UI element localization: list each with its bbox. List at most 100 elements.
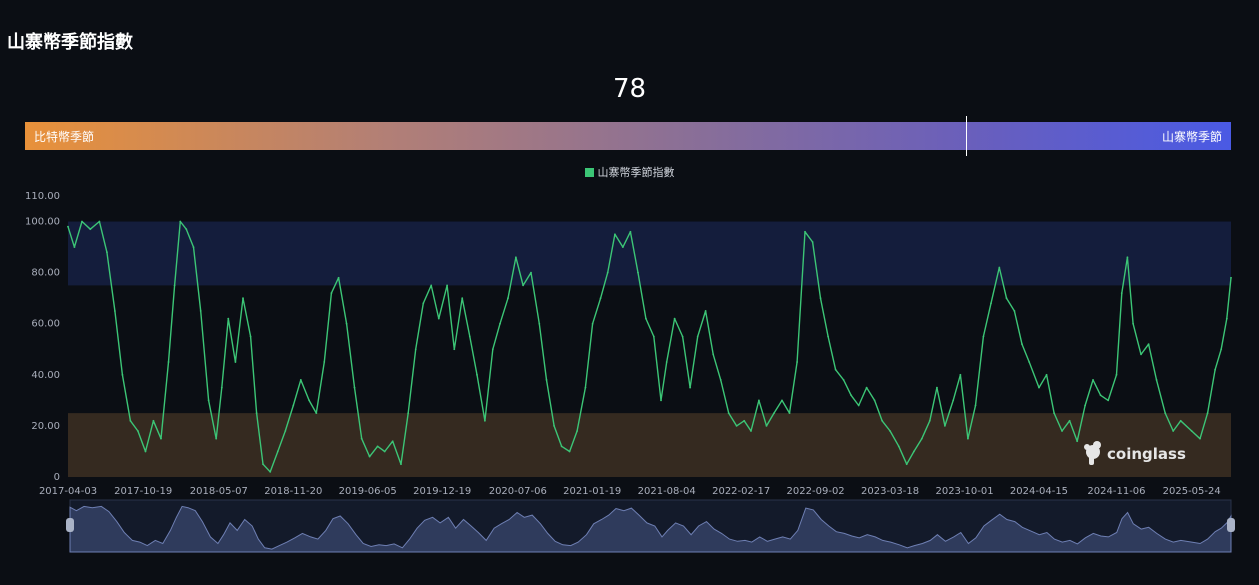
gauge-label-bitcoin-season: 比特幣季節	[34, 130, 95, 144]
watermark: coinglass	[1084, 441, 1186, 465]
chart-legend[interactable]: 山寨幣季節指數	[0, 164, 1259, 180]
data-point	[255, 412, 258, 415]
x-tick-label: 2017-10-19	[114, 486, 172, 497]
data-point	[1115, 373, 1118, 376]
data-point	[881, 419, 884, 422]
data-point	[234, 361, 237, 363]
data-point	[507, 297, 509, 300]
zoom-slider[interactable]	[66, 499, 1235, 553]
data-point	[538, 322, 541, 325]
data-point	[920, 437, 923, 440]
data-point	[152, 419, 155, 422]
data-point	[1225, 317, 1228, 320]
x-tick-label: 2022-02-17	[712, 486, 770, 497]
data-point	[173, 284, 176, 287]
x-tick-label: 2018-11-20	[264, 486, 322, 497]
data-point	[292, 404, 295, 407]
data-point	[637, 271, 639, 274]
y-tick-label: 100.00	[25, 217, 60, 228]
legend-label: 山寨幣季節指數	[597, 166, 675, 179]
data-point	[81, 220, 83, 223]
data-point	[430, 284, 433, 287]
data-point	[689, 386, 692, 389]
x-tick-label: 2024-04-15	[1010, 486, 1068, 497]
data-point	[998, 266, 1001, 269]
data-point	[422, 302, 425, 305]
data-point	[665, 361, 668, 363]
data-point	[928, 419, 931, 422]
page-title: 山寨幣季節指數	[7, 32, 133, 53]
data-point	[73, 246, 76, 248]
data-point	[865, 386, 868, 389]
data-point	[1214, 368, 1217, 371]
data-point	[857, 404, 860, 407]
data-point	[1013, 310, 1016, 312]
data-point	[1179, 419, 1182, 422]
data-point	[220, 386, 223, 389]
data-point	[269, 470, 272, 473]
data-point	[276, 450, 279, 453]
data-point	[1076, 440, 1079, 443]
altcoin-season-band	[68, 221, 1231, 286]
coinglass-logo-icon	[1084, 441, 1101, 465]
legend-swatch	[584, 168, 594, 177]
data-point	[804, 230, 806, 233]
data-point	[323, 361, 326, 363]
current-index-value: 78	[612, 74, 647, 104]
data-point	[345, 322, 348, 325]
data-point	[696, 335, 699, 338]
data-point	[1038, 386, 1040, 389]
data-point	[192, 246, 195, 248]
data-point	[185, 228, 188, 231]
data-point	[842, 379, 845, 381]
data-point	[499, 322, 501, 325]
x-tick-label: 2024-11-06	[1087, 486, 1145, 497]
y-tick-label: 20.00	[31, 421, 60, 432]
data-point	[1132, 322, 1135, 325]
slider-handle-left[interactable]	[66, 518, 74, 532]
data-point	[89, 228, 92, 231]
data-point	[660, 399, 662, 402]
data-point	[522, 284, 524, 287]
x-tick-label: 2020-07-06	[489, 486, 547, 497]
y-tick-label: 60.00	[31, 319, 60, 330]
data-point	[719, 379, 722, 381]
data-point	[629, 230, 632, 233]
data-point	[673, 317, 676, 320]
watermark-text: coinglass	[1107, 445, 1186, 463]
slider-preview-area	[69, 505, 1232, 553]
gauge-marker	[965, 116, 967, 156]
x-tick-label: 2019-06-05	[339, 486, 397, 497]
data-point	[591, 322, 594, 325]
data-point	[545, 379, 548, 381]
data-point	[850, 394, 853, 397]
data-point	[1172, 430, 1175, 432]
data-point	[1230, 276, 1232, 279]
slider-handle-right[interactable]	[1227, 518, 1235, 532]
data-point	[468, 335, 471, 338]
data-point	[1190, 430, 1193, 432]
data-point	[308, 399, 311, 402]
data-point	[337, 276, 340, 279]
data-point	[368, 455, 371, 458]
data-point	[1045, 373, 1048, 376]
data-point	[476, 373, 478, 376]
series-line-group	[67, 220, 1232, 473]
data-point	[67, 225, 69, 228]
data-point	[1199, 437, 1201, 440]
data-point	[453, 348, 456, 351]
data-point	[773, 412, 775, 415]
data-point	[1021, 343, 1023, 346]
y-tick-label: 0	[54, 472, 60, 483]
data-point	[1084, 404, 1087, 407]
data-point	[584, 386, 587, 389]
data-point	[1005, 297, 1008, 300]
data-point	[144, 450, 147, 453]
data-point	[414, 348, 417, 351]
y-tick-label: 110.00	[25, 191, 60, 202]
data-point	[391, 440, 394, 443]
data-point	[576, 430, 579, 432]
data-point	[437, 317, 440, 320]
data-point	[360, 437, 363, 440]
data-point	[568, 450, 571, 453]
